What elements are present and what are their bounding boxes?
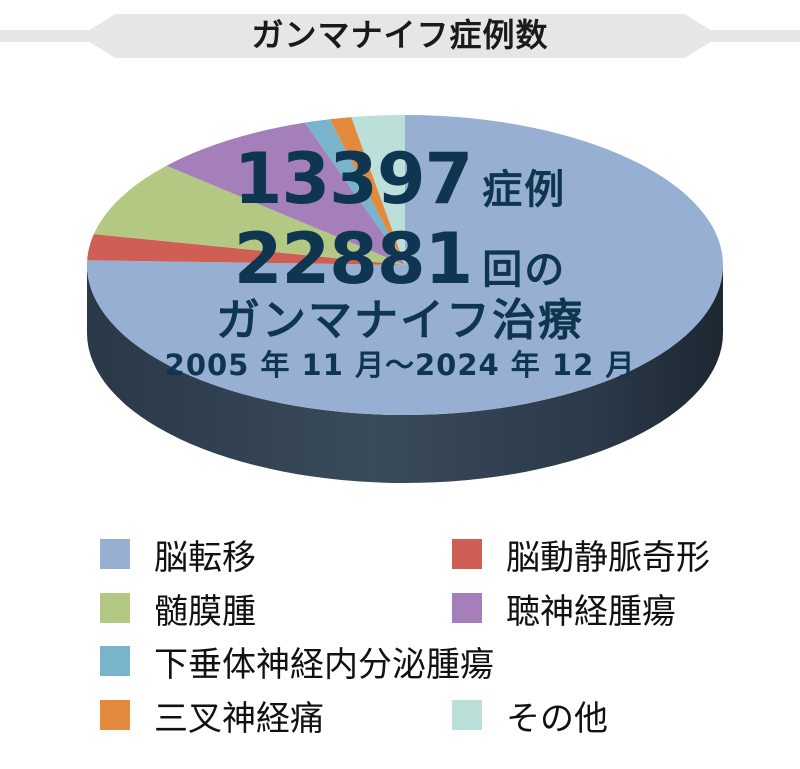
legend-swatch [452, 700, 482, 730]
cases-unit: 症例 [482, 167, 567, 213]
treatment-name: ガンマナイフ治療 [216, 295, 584, 346]
legend-item: 三叉神経痛 [100, 690, 324, 740]
legend-label: 髄膜腫 [154, 591, 256, 632]
treatments-line: 22881 回の [0, 218, 800, 300]
legend-item: その他 [452, 690, 608, 740]
legend-label: 三叉神経痛 [154, 698, 324, 739]
legend-item: 下垂体神経内分泌腫瘍 [100, 636, 494, 686]
legend-swatch [100, 646, 130, 676]
legend-swatch [100, 539, 130, 569]
legend-label: 下垂体神経内分泌腫瘍 [154, 644, 494, 685]
legend-label: その他 [506, 698, 608, 739]
pie-slice-1 [87, 234, 405, 265]
legend-swatch [452, 539, 482, 569]
treatments-unit: 回の [482, 247, 567, 293]
pie-chart [86, 115, 723, 483]
pie-slice-5 [329, 117, 405, 265]
pie-slice-3 [166, 122, 405, 265]
period: 2005 年 11 月〜2024 年 12 月 [164, 348, 636, 382]
cases-line: 13397 症例 [0, 138, 800, 220]
legend-label: 脳動静脈奇形 [506, 537, 710, 578]
pie-slice-2 [93, 165, 405, 265]
legend-label: 聴神経腫瘍 [506, 591, 676, 632]
pie-slice-6 [351, 115, 405, 265]
legend: 脳転移 脳動静脈奇形髄膜腫 聴神経腫瘍 下垂体神経内分泌腫瘍 三叉神経痛 その他 [0, 520, 800, 760]
legend-label: 脳転移 [154, 537, 256, 578]
legend-swatch [452, 593, 482, 623]
legend-swatch [100, 593, 130, 623]
pie-side-wall [87, 265, 723, 483]
legend-item: 脳動静脈奇形 [452, 529, 710, 579]
legend-item: 髄膜腫 [100, 583, 256, 633]
legend-item: 脳転移 [100, 529, 256, 579]
chart-title: ガンマナイフ症例数 [251, 16, 549, 54]
cases-number: 13397 [233, 138, 474, 220]
title-banner [0, 14, 800, 58]
legend-item: 聴神経腫瘍 [452, 583, 676, 633]
pie-slice-4 [304, 119, 405, 265]
legend-swatch [100, 700, 130, 730]
treatments-number: 22881 [233, 218, 474, 300]
